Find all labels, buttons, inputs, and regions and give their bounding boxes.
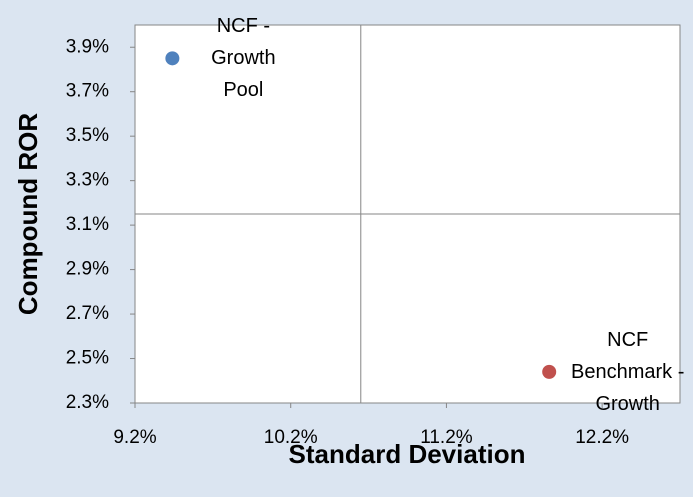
point-label: NCF - Growth Pool [211, 15, 276, 102]
y-tick-label: 3.5% [66, 125, 109, 146]
y-tick-label: 2.7% [66, 303, 109, 324]
y-axis-title: Compound ROR [13, 113, 43, 315]
point [165, 51, 180, 66]
x-tick-label: 9.2% [113, 427, 156, 448]
y-tick-label: 3.3% [66, 170, 109, 191]
y-tick-label: 3.9% [66, 36, 109, 57]
y-tick-label: 2.5% [66, 348, 109, 369]
y-tick-label: 2.3% [66, 392, 109, 413]
x-axis-title: Standard Deviation [289, 439, 526, 469]
x-tick-label: 12.2% [575, 427, 629, 448]
x-tick-label: 10.2% [264, 427, 318, 448]
y-tick-label: 3.7% [66, 81, 109, 102]
point [542, 364, 557, 379]
y-tick-label: 2.9% [66, 259, 109, 280]
y-tick-label: 3.1% [66, 214, 109, 235]
x-tick-label: 11.2% [420, 427, 473, 448]
point-label: NCF Benchmark - Growth [571, 328, 685, 415]
